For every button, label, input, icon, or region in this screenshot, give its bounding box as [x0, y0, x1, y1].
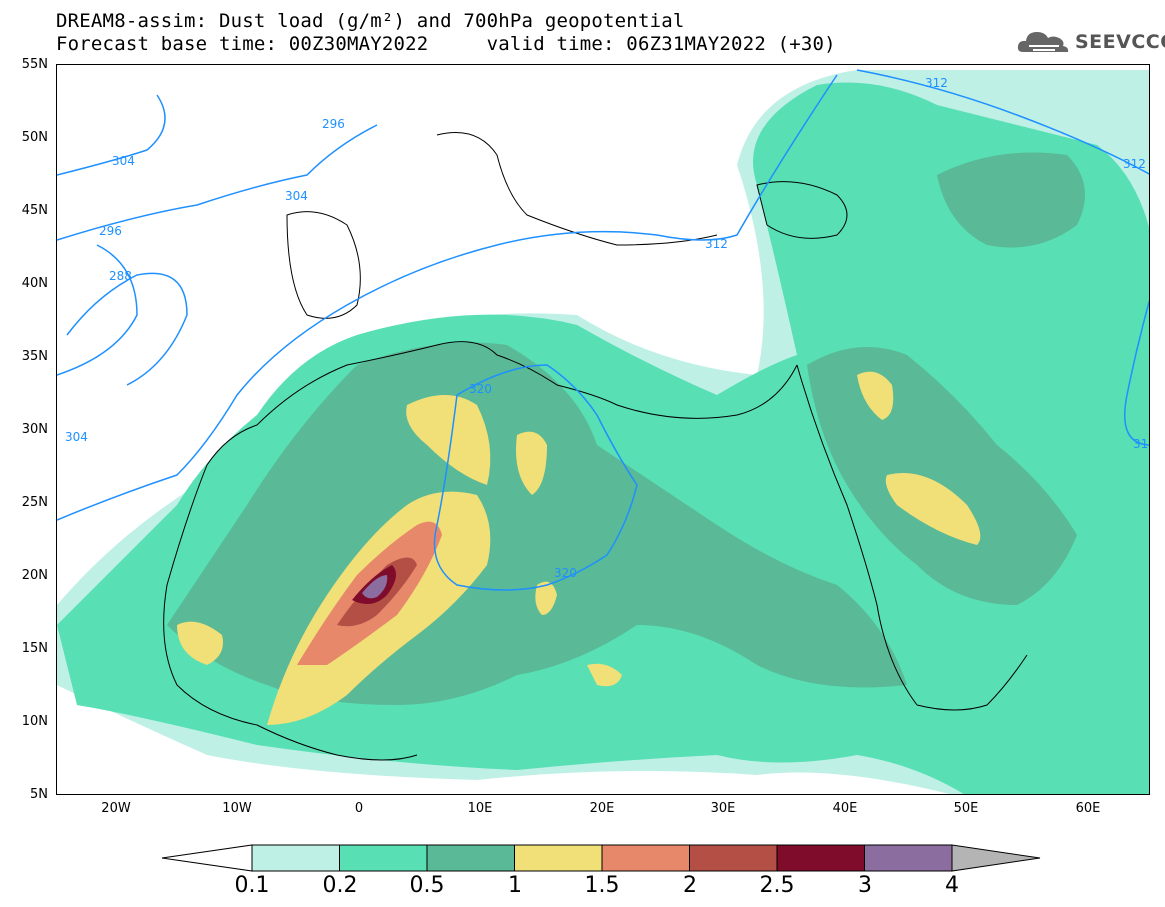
colorbar-box — [514, 844, 603, 872]
colorbar-box — [251, 844, 340, 872]
lat-label: 35N — [21, 349, 48, 364]
colorbar-tick-label: 1 — [508, 873, 522, 898]
contour-label: 312 — [705, 237, 728, 251]
contour-label: 296 — [322, 117, 345, 131]
colorbar-tick-label: 0.5 — [409, 873, 445, 898]
colorbar-box — [689, 844, 778, 872]
lat-label: 15N — [21, 641, 48, 656]
lon-label: 0 — [354, 801, 364, 816]
dust-shading — [57, 70, 1149, 794]
colorbar-tick-label: 1.5 — [584, 873, 620, 898]
colorbar-box — [864, 844, 953, 872]
contour-label: 312 — [1123, 157, 1146, 171]
contour-label: 31 — [1133, 437, 1148, 451]
contour-label: 296 — [99, 224, 122, 238]
colorbar-tick-label: 2 — [683, 873, 697, 898]
colorbar-box — [426, 844, 515, 872]
lat-label: 5N — [30, 787, 48, 802]
colorbar-over-arrow — [951, 844, 1041, 872]
contour-label: 304 — [65, 430, 88, 444]
contour-label: 288 — [109, 269, 132, 283]
contour-label: 304 — [285, 189, 308, 203]
map-canvas: 296 304 304 296 288 304 312 312 312 320 … — [57, 69, 1149, 794]
seevccc-logo: SEEVCCC — [1015, 24, 1165, 60]
lon-label: 50E — [953, 801, 979, 816]
contour-label: 304 — [112, 154, 135, 168]
colorbar-tick-label: 0.2 — [322, 873, 358, 898]
geopotential-contours — [57, 69, 1149, 591]
colorbar-box — [601, 844, 690, 872]
colorbar — [161, 844, 1041, 872]
lon-label: 10W — [222, 801, 252, 816]
coastlines — [163, 132, 1028, 761]
colorbar-box — [776, 844, 865, 872]
colorbar-tick-label: 4 — [945, 873, 959, 898]
lon-label: 60E — [1075, 801, 1101, 816]
lat-label: 25N — [21, 495, 48, 510]
lat-label: 45N — [21, 203, 48, 218]
lat-label: 10N — [21, 714, 48, 729]
colorbar-boxes — [251, 844, 953, 872]
lon-label: 40E — [832, 801, 858, 816]
lat-label: 30N — [21, 422, 48, 437]
colorbar-tick-label: 2.5 — [759, 873, 795, 898]
colorbar-tick-label: 3 — [858, 873, 872, 898]
contour-labels: 296 304 304 296 288 304 312 312 312 320 … — [65, 76, 1148, 580]
dust-map: 296 304 304 296 288 304 312 312 312 320 … — [56, 64, 1150, 795]
lat-label: 20N — [21, 568, 48, 583]
contour-label: 320 — [554, 566, 577, 580]
lon-label: 20E — [589, 801, 615, 816]
lon-label: 20W — [101, 801, 131, 816]
lon-label: 10E — [467, 801, 493, 816]
colorbar-under-arrow — [161, 844, 253, 872]
contour-label: 312 — [925, 76, 948, 90]
lon-label: 30E — [710, 801, 736, 816]
contour-label: 320 — [469, 382, 492, 396]
colorbar-tick-label: 0.1 — [234, 873, 270, 898]
forecast-time-subtitle: Forecast base time: 00Z30MAY2022 valid t… — [56, 33, 836, 55]
colorbar-box — [339, 844, 428, 872]
map-title: DREAM8-assim: Dust load (g/m²) and 700hP… — [56, 10, 685, 32]
cloud-icon — [1017, 32, 1069, 52]
lat-label: 40N — [21, 276, 48, 291]
lat-label: 55N — [21, 57, 48, 72]
lat-label: 50N — [21, 130, 48, 145]
logo-text: SEEVCCC — [1075, 31, 1165, 53]
